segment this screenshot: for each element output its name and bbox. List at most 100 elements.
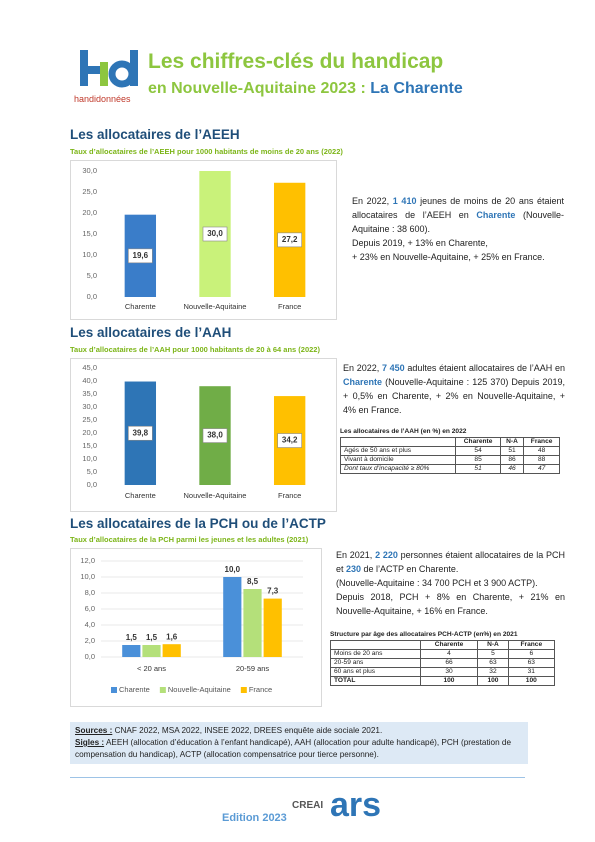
bar <box>122 645 141 657</box>
table-grid: Charente N-A France Agés de 50 ans et plus 5… <box>339 437 560 474</box>
y-tick-label: 25,0 <box>82 415 97 424</box>
y-tick-label: 40,0 <box>82 376 97 385</box>
y-tick-label: 10,0 <box>80 572 95 581</box>
x-tick-label: France <box>278 491 301 500</box>
table-cell: 100 <box>477 676 509 686</box>
paragraphs: En 2021, 2 220 personnes étaient allocat… <box>336 548 565 618</box>
table-cell: 86 <box>499 455 525 465</box>
y-tick-label: 30,0 <box>82 402 97 411</box>
table-cell: 48 <box>523 446 560 456</box>
value-label: 7,3 <box>267 587 279 596</box>
table-row: Agés de 50 ans et plus 54 51 48 <box>339 446 560 456</box>
text-run: (Nouvelle-Aquitaine : 38 600). <box>352 210 565 234</box>
table-grid: Charente N-A France Moins de 20 ans 4 5 6 20-59… <box>330 640 556 686</box>
y-tick-label: 4,0 <box>85 620 95 629</box>
text-run: Depuis 2019, + 13% en Charente, <box>352 238 488 248</box>
y-tick-label: 0,0 <box>87 292 97 301</box>
sources-label: Sources : <box>75 726 113 735</box>
header-cell: France <box>523 437 560 447</box>
header-row: Charente N-A France <box>330 640 556 650</box>
y-tick-label: 10,0 <box>82 250 97 259</box>
y-tick-label: 25,0 <box>82 187 97 196</box>
table-cell: 46 <box>499 464 525 474</box>
table-cell: 60 ans et plus <box>330 667 421 677</box>
table-row: Dont taux d’incapacité ≥ 80% 51 46 47 <box>339 464 560 474</box>
chart-title: Taux d’allocataires de la PCH parmi les … <box>70 535 309 544</box>
table-cell: 54 <box>455 446 501 456</box>
logo-ars: ars <box>330 786 382 824</box>
table-row: TOTAL 100 100 100 <box>330 676 556 686</box>
table-cell: 4 <box>419 649 479 659</box>
y-tick-label: 45,0 <box>82 363 97 372</box>
value-label: 34,2 <box>282 436 298 445</box>
y-tick-label: 30,0 <box>82 166 97 175</box>
sigles-label: Sigles : <box>75 738 105 747</box>
legend-label: Charente <box>119 685 150 694</box>
text-run: + 23% en Nouvelle-Aquitaine, + 25% en Fr… <box>352 252 545 262</box>
x-tick-label: 20-59 ans <box>236 664 270 673</box>
bar <box>142 645 161 657</box>
y-tick-label: 5,0 <box>87 271 97 280</box>
y-tick-label: 10,0 <box>82 454 97 463</box>
subtitle: en Nouvelle-Aquitaine 2023 : La Charente <box>148 80 463 98</box>
table-cell: 31 <box>507 667 556 677</box>
table-cell: 20-59 ans <box>330 658 421 668</box>
text-run: En 2022, <box>343 363 382 373</box>
paragraph: (Nouvelle-Aquitaine : 34 700 PCH et 3 90… <box>336 576 565 590</box>
y-tick-label: 6,0 <box>85 604 95 613</box>
chart: 0,0 2,0 4,0 6,0 8,0 10,0 12,0 < 20 ans 20-59 ans… <box>70 548 322 707</box>
bar <box>223 577 242 657</box>
footer: Sources : CNAF 2022, MSA 2022, INSEE 202… <box>70 722 528 764</box>
header-cell: N-A <box>477 640 509 650</box>
logo-text: handidonnées <box>74 94 131 104</box>
highlight: Charente <box>343 377 383 387</box>
table-cell: TOTAL <box>330 676 421 686</box>
subtitle-text: en Nouvelle-Aquitaine 2023 : <box>148 80 371 97</box>
header-cell <box>339 437 457 447</box>
chart: 0,0 5,0 10,0 15,0 20,0 25,0 30,0 Charente Nouvel… <box>70 160 337 320</box>
table-row: Moins de 20 ans 4 5 6 <box>330 649 556 659</box>
value-label-box <box>202 428 228 443</box>
value-label: 39,8 <box>133 428 149 437</box>
highlight: Charente <box>476 210 516 220</box>
table-cell: 100 <box>419 676 479 686</box>
text-run: En 2021, <box>336 550 376 560</box>
edition: Edition 2023 <box>222 812 287 824</box>
value-label: 1,5 <box>146 633 158 642</box>
text-run: de l’ACTP en Charente. <box>361 564 459 574</box>
table-cell: 51 <box>455 464 501 474</box>
y-tick-label: 0,0 <box>85 652 95 661</box>
y-tick-label: 15,0 <box>82 441 97 450</box>
paragraph: Depuis 2019, + 13% en Charente, <box>352 236 564 250</box>
table-cell: 5 <box>477 649 509 659</box>
text-run: personnes étaient allocataires de la PCH… <box>336 550 565 574</box>
highlight: 230 <box>346 564 362 574</box>
y-tick-label: 35,0 <box>82 389 97 398</box>
chart-title: Taux d’allocataires de l’AEEH pour 1000 … <box>70 147 343 156</box>
title: Les chiffres-clés du handicap <box>148 50 444 73</box>
sources-text: CNAF 2022, MSA 2022, INSEE 2022, DREES e… <box>114 726 383 735</box>
table-cell: 30 <box>419 667 479 677</box>
x-tick-label: < 20 ans <box>137 664 166 673</box>
table-cell: 100 <box>507 676 556 686</box>
table-cell: Dont taux d’incapacité ≥ 80% <box>339 464 457 474</box>
value-label: 38,0 <box>207 431 223 440</box>
header-cell: Charente <box>419 640 479 650</box>
legend-swatch <box>240 687 247 693</box>
x-tick-label: Nouvelle-Aquitaine <box>184 491 247 500</box>
table-row: Vivant à domicile 85 86 88 <box>339 455 560 465</box>
highlight: 7 450 <box>381 363 405 373</box>
table: Structure par âge des allocataires PCH-A… <box>330 631 556 686</box>
value-label: 10,0 <box>225 565 241 574</box>
text-run: (Nouvelle-Aquitaine : 34 700 PCH et 3 90… <box>336 578 538 588</box>
section-heading: Les allocataires de la PCH ou de l’ACTP <box>70 516 326 531</box>
table-row: 60 ans et plus 30 32 31 <box>330 667 556 677</box>
value-label-box <box>128 248 153 264</box>
sources: Sources : CNAF 2022, MSA 2022, INSEE 202… <box>75 725 523 737</box>
value-label-box <box>202 226 228 242</box>
legend-swatch <box>111 687 117 693</box>
x-tick-label: Nouvelle-Aquitaine <box>184 302 247 311</box>
paragraph: Depuis 2018, PCH + 8% en Charente, + 21%… <box>336 590 565 618</box>
table-cell: 66 <box>419 658 479 668</box>
